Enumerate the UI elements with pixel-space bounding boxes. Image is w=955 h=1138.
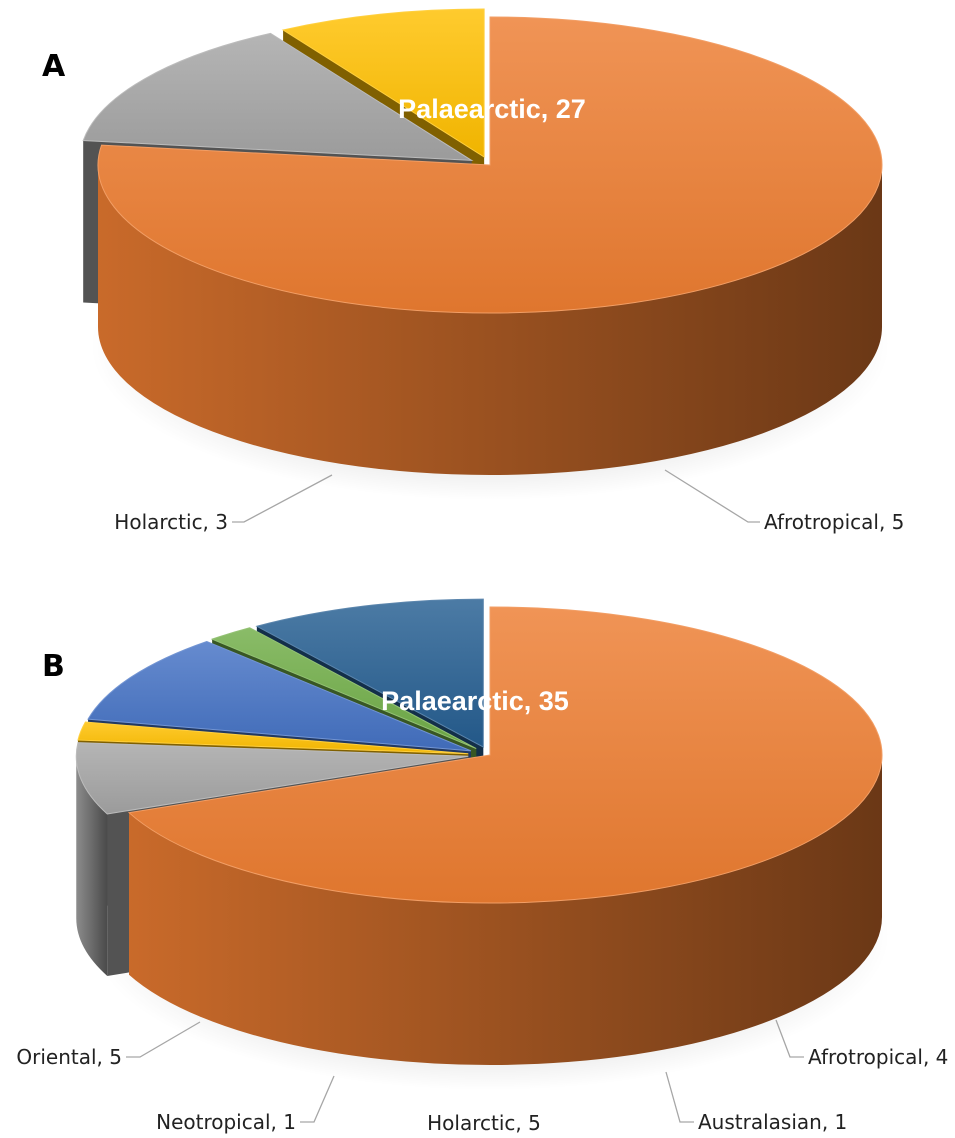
pie-b-slice-oriental xyxy=(255,598,484,748)
pie-b-palaearctic-outer-wall xyxy=(129,755,883,1065)
pie-b-afrotropical-leader xyxy=(775,1019,804,1058)
pie-b-australasian-label: Australasian, 1 xyxy=(698,1110,847,1134)
pie-a xyxy=(82,8,890,501)
pie-b-oriental-label: Oriental, 5 xyxy=(16,1045,122,1069)
pie-b-oriental-leader xyxy=(126,1021,201,1058)
pie-a-afrotropical-leader xyxy=(664,469,760,523)
pie-b-slice-palaearctic xyxy=(127,606,883,904)
pie-a-palaearctic-label: Palaearctic, 27 xyxy=(398,94,586,124)
pie-a-afrotropical-label: Afrotropical, 5 xyxy=(764,510,904,534)
pie-a-holarctic-leader xyxy=(232,474,333,523)
pie-b-palaearctic-label: Palaearctic, 35 xyxy=(381,686,569,716)
panel-b-chart: B Oriental, 5 Neotropical, 1 Holarctic, … xyxy=(16,598,948,1135)
pie-a-slice-holarctic xyxy=(281,8,485,158)
pie-b-slice-afrotropical xyxy=(75,742,469,815)
pie-b-australasian-leader xyxy=(665,1071,694,1123)
pie-a-holarctic-label: Holarctic, 3 xyxy=(114,510,228,534)
panel-b-letter: B xyxy=(42,649,65,684)
pie-a-palaearctic-outer-wall xyxy=(98,165,882,475)
pie-b-afrotropical-label: Afrotropical, 4 xyxy=(808,1045,948,1069)
pie-b-slice-holarctic xyxy=(87,640,472,752)
pie-b-neotropical-label: Neotropical, 1 xyxy=(156,1110,296,1134)
pie-a-slice-afrotropical xyxy=(82,32,474,162)
pie-b-neotropical-leader xyxy=(300,1075,335,1123)
pie-a-slice-palaearctic xyxy=(97,16,883,314)
pie-b-slice-neotropical xyxy=(210,627,477,749)
pie-b xyxy=(75,598,890,1091)
pie-b-holarctic-label: Holarctic, 5 xyxy=(427,1111,541,1135)
pie-b-afrotropical-outer-wall xyxy=(76,756,108,976)
panel-a-letter: A xyxy=(42,49,66,84)
pie-b-slice-australasian xyxy=(77,721,469,755)
panel-a-chart: A Holarctic, 3 Afrotropical, 5 Palaearct… xyxy=(42,8,904,534)
